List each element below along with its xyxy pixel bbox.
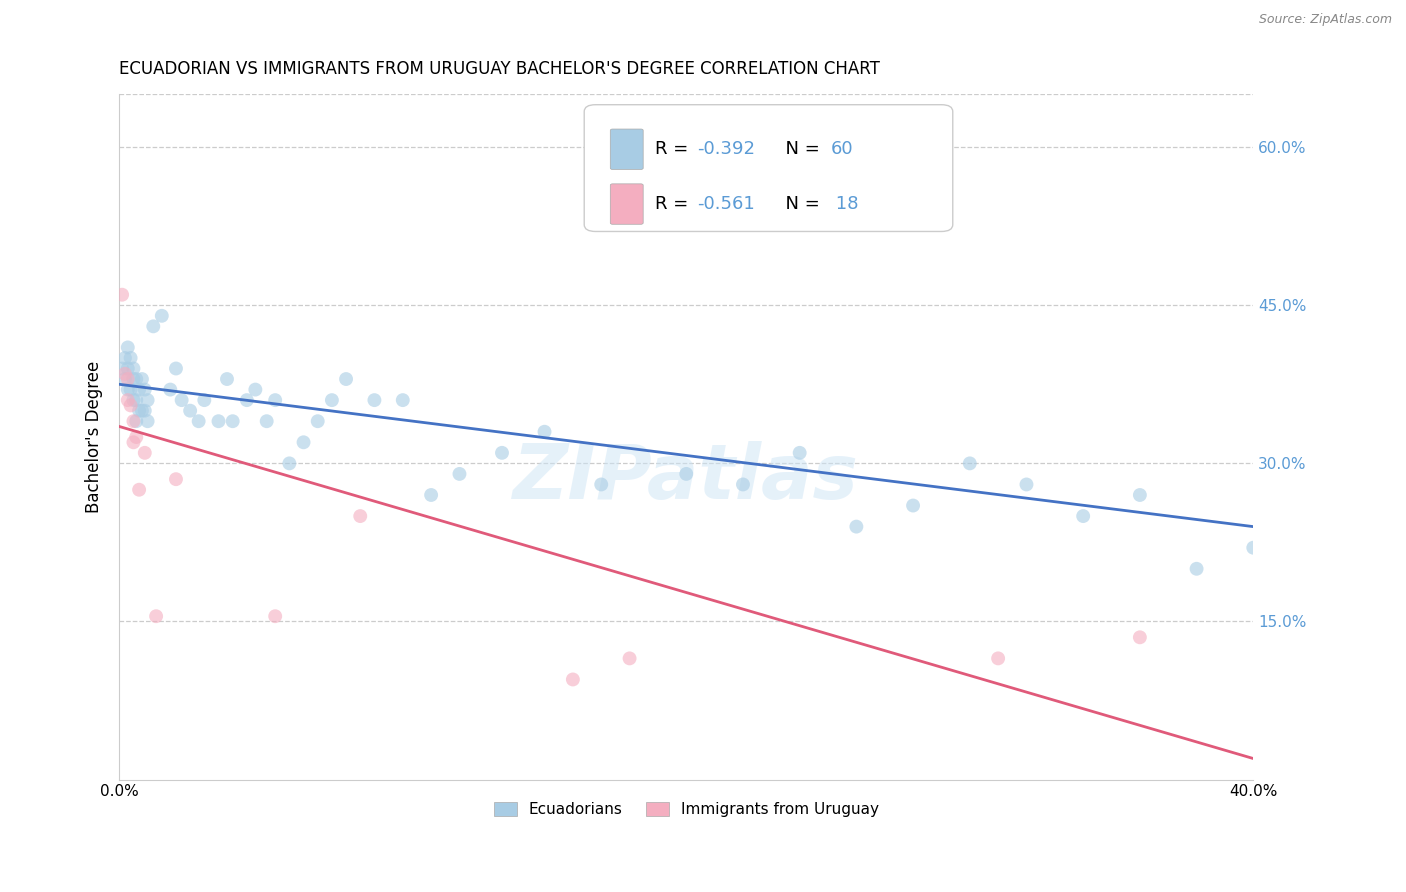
Point [845,519,868,533]
Text: N =: N = [773,195,825,213]
Point [193,393,215,408]
Point [117,372,139,386]
Text: R =: R = [655,195,693,213]
Point [122,414,145,428]
Point [236,393,259,408]
Point [1185,562,1208,576]
Point [619,651,641,665]
Point [142,319,165,334]
Point [349,509,371,524]
Point [187,414,209,428]
Point [363,393,385,408]
Point [1129,630,1152,644]
Point [533,425,555,439]
Point [150,309,173,323]
FancyBboxPatch shape [610,129,643,169]
Point [449,467,471,481]
Point [278,456,301,470]
Point [170,393,193,408]
Text: 60: 60 [831,140,853,158]
Point [165,361,187,376]
Y-axis label: Bachelor's Degree: Bachelor's Degree [86,361,103,513]
Point [114,372,136,386]
Point [215,372,238,386]
Point [1071,509,1094,524]
Point [120,351,142,365]
Text: ZIPatlas: ZIPatlas [513,442,859,515]
Point [117,340,139,354]
Point [120,383,142,397]
Point [591,477,613,491]
Text: Source: ZipAtlas.com: Source: ZipAtlas.com [1258,13,1392,27]
Text: R =: R = [655,140,693,158]
Point [292,435,315,450]
Point [179,403,201,417]
Point [987,651,1010,665]
Point [159,383,181,397]
Text: 18: 18 [831,195,859,213]
Point [675,467,697,481]
Text: -0.392: -0.392 [697,140,755,158]
Point [321,393,343,408]
FancyBboxPatch shape [585,104,953,231]
Point [111,361,134,376]
Point [117,361,139,376]
Point [114,367,136,381]
Point [134,383,156,397]
Legend: Ecuadorians, Immigrants from Uruguay: Ecuadorians, Immigrants from Uruguay [488,796,884,823]
Text: ECUADORIAN VS IMMIGRANTS FROM URUGUAY BACHELOR'S DEGREE CORRELATION CHART: ECUADORIAN VS IMMIGRANTS FROM URUGUAY BA… [120,60,880,78]
Point [122,435,145,450]
Point [901,499,924,513]
Point [136,393,159,408]
Point [391,393,413,408]
Point [111,287,134,301]
Point [731,477,754,491]
Point [959,456,981,470]
Point [136,414,159,428]
Point [145,609,167,624]
Point [1241,541,1264,555]
Point [125,414,148,428]
Point [131,403,153,417]
Point [125,372,148,386]
Point [789,446,811,460]
Text: N =: N = [773,140,825,158]
Point [117,383,139,397]
Point [256,414,278,428]
Point [207,414,229,428]
Point [128,383,150,397]
Point [134,403,156,417]
Point [264,609,287,624]
Point [1015,477,1038,491]
Point [420,488,443,502]
Point [245,383,267,397]
Point [128,403,150,417]
Point [122,372,145,386]
Point [264,393,287,408]
Point [1129,488,1152,502]
Point [335,372,357,386]
Point [125,393,148,408]
Point [122,361,145,376]
Point [491,446,513,460]
Point [114,351,136,365]
Point [120,398,142,412]
Point [125,430,148,444]
Point [117,393,139,408]
Point [165,472,187,486]
Point [131,372,153,386]
Point [134,446,156,460]
Point [122,393,145,408]
Point [221,414,243,428]
Point [307,414,329,428]
Point [128,483,150,497]
Text: -0.561: -0.561 [697,195,755,213]
Point [561,673,583,687]
FancyBboxPatch shape [610,184,643,224]
